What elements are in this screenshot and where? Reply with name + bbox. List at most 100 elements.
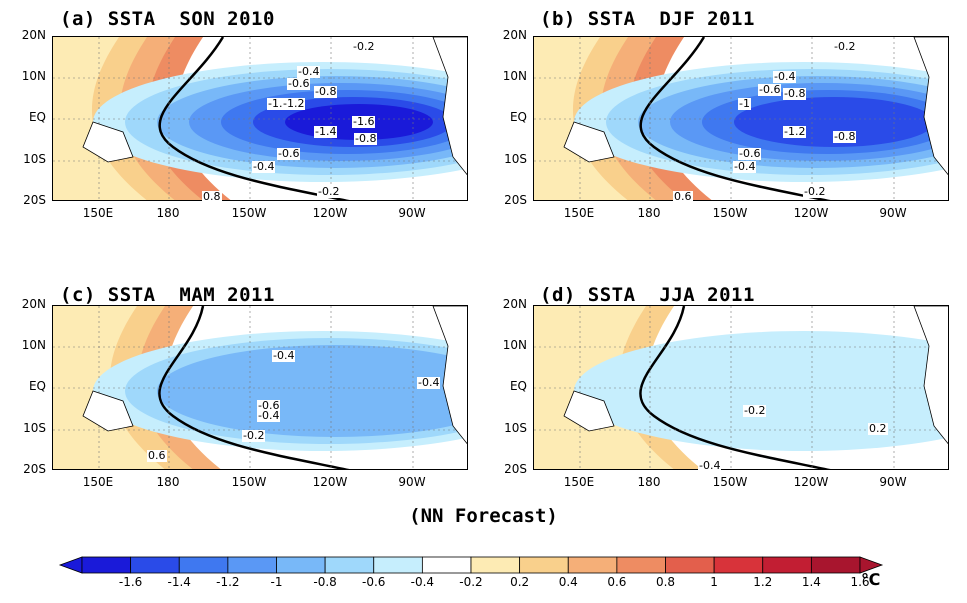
colorbar-tick-label: 0.8 — [655, 575, 676, 589]
colorbar-swatch — [519, 556, 569, 574]
colorbar-swatch — [324, 556, 375, 574]
latitude-tick-label: 20S — [504, 462, 527, 476]
contour-value-label: -0.4 — [297, 65, 321, 78]
colorbar-tick-label: -0.8 — [313, 575, 337, 589]
colorbar-swatch — [470, 556, 521, 574]
ssta-map-c — [53, 306, 467, 469]
latitude-tick-label: 10N — [502, 69, 527, 83]
longitude-tick-label: 120W — [312, 475, 348, 489]
landmass — [563, 390, 615, 432]
longitude-tick-label: 180 — [637, 206, 661, 220]
landmass — [913, 37, 948, 176]
landmass — [913, 306, 948, 445]
longitude-tick-label: 150E — [82, 475, 114, 489]
colorbar-tick-label: 1.2 — [753, 575, 773, 589]
contour-value-label: -0.4 — [733, 160, 757, 173]
colorbar-tick-label: 0.4 — [558, 575, 578, 589]
colorbar-swatch — [421, 556, 472, 574]
colorbar-swatch — [81, 556, 132, 574]
colorbar-tick-label: -1.6 — [118, 575, 143, 589]
colorbar-tick-label: 1.4 — [801, 575, 821, 589]
longitude-tick-label: 90W — [398, 475, 426, 489]
contour-value-label: -0.6 — [738, 147, 762, 160]
contour-value-label: -0.2 — [803, 185, 827, 198]
colorbar-tick-label: -0.2 — [459, 575, 483, 589]
colorbar-tick-label: 0.2 — [510, 575, 530, 589]
zero-contour — [158, 306, 350, 469]
longitude-tick-label: 150W — [231, 206, 267, 220]
colorbar-swatch — [130, 556, 180, 574]
contour-value-label: -0.2 — [833, 40, 857, 53]
contour-value-label: -1 — [738, 97, 751, 110]
panel-title-d: (d) SSTA JJA 2011 — [540, 284, 755, 306]
contour-value-label: -0.8 — [314, 85, 338, 98]
zero-contour — [639, 306, 831, 469]
latitude-tick-label: 10S — [504, 421, 527, 435]
latitude-tick-label: EQ — [28, 110, 46, 124]
colorbar-min-arrow — [58, 556, 83, 574]
contour-value-label: 0.2 — [868, 422, 888, 435]
map-panel-d — [533, 305, 949, 470]
colorbar-max-arrow — [859, 556, 884, 574]
contour-value-label: -0.2 — [743, 404, 767, 417]
panel-title-b: (b) SSTA DJF 2011 — [540, 8, 755, 30]
longitude-tick-label: 150E — [563, 206, 595, 220]
latitude-tick-label: 20S — [23, 193, 46, 207]
zero-contour — [639, 37, 831, 200]
map-panel-b — [533, 36, 949, 201]
ssta-map-a — [53, 37, 467, 200]
longitude-tick-label: 180 — [156, 206, 180, 220]
landmass — [82, 390, 134, 432]
contour-value-label: -0.8 — [783, 87, 807, 100]
landmass — [432, 306, 467, 445]
warm-band — [53, 37, 147, 200]
zero-contour — [158, 37, 350, 200]
latitude-tick-label: 10S — [23, 421, 46, 435]
warm-band — [534, 37, 628, 200]
latitude-tick-label: 10S — [23, 152, 46, 166]
landmass — [563, 121, 615, 163]
contour-value-label: -0.2 — [352, 40, 376, 53]
contour-value-label: -0.4 — [252, 160, 276, 173]
latitude-tick-label: 20N — [502, 28, 527, 42]
contour-value-label: 0.6 — [147, 449, 167, 462]
colorbar-tick-label: -0.6 — [362, 575, 386, 589]
colorbar-tick-label: 1 — [710, 575, 718, 589]
contour-value-label: -0.4 — [773, 70, 797, 83]
longitude-tick-label: 120W — [312, 206, 348, 220]
latitude-tick-label: 10N — [502, 338, 527, 352]
contour-value-label: -0.4 — [257, 409, 281, 422]
colorbar-swatch — [616, 556, 666, 574]
contour-value-label: -1.4 — [314, 125, 338, 138]
longitude-tick-label: 90W — [879, 475, 907, 489]
contour-value-label: -0.2 — [242, 429, 266, 442]
cold-band — [574, 331, 948, 451]
colorbar-swatch — [810, 556, 861, 574]
longitude-tick-label: 150E — [82, 206, 114, 220]
longitude-tick-label: 90W — [879, 206, 907, 220]
contour-value-label: -1.6 — [352, 115, 376, 128]
contour-value-label: 0.8 — [202, 190, 222, 203]
colorbar-tick-label: 0.6 — [607, 575, 627, 589]
latitude-tick-label: 20N — [21, 297, 46, 311]
colorbar-swatch — [567, 556, 618, 574]
landmass — [82, 121, 134, 163]
contour-value-label: -1.2 — [282, 97, 306, 110]
colorbar-tick-label: -1.4 — [167, 575, 191, 589]
longitude-tick-label: 180 — [637, 475, 661, 489]
colorbar-tick-label: -0.4 — [410, 575, 435, 589]
latitude-tick-label: 20S — [23, 462, 46, 476]
latitude-tick-label: EQ — [28, 379, 46, 393]
contour-value-label: 0.6 — [673, 190, 693, 203]
latitude-tick-label: EQ — [509, 110, 527, 124]
colorbar — [58, 556, 884, 574]
latitude-tick-label: 10N — [21, 338, 46, 352]
ssta-map-d — [534, 306, 948, 469]
contour-value-label: -0.2 — [317, 185, 341, 198]
colorbar-swatch — [373, 556, 423, 574]
colorbar-swatch — [227, 556, 277, 574]
contour-value-label: -0.8 — [833, 130, 857, 143]
landmass — [432, 37, 467, 176]
longitude-tick-label: 150W — [231, 475, 267, 489]
longitude-tick-label: 150W — [712, 206, 748, 220]
